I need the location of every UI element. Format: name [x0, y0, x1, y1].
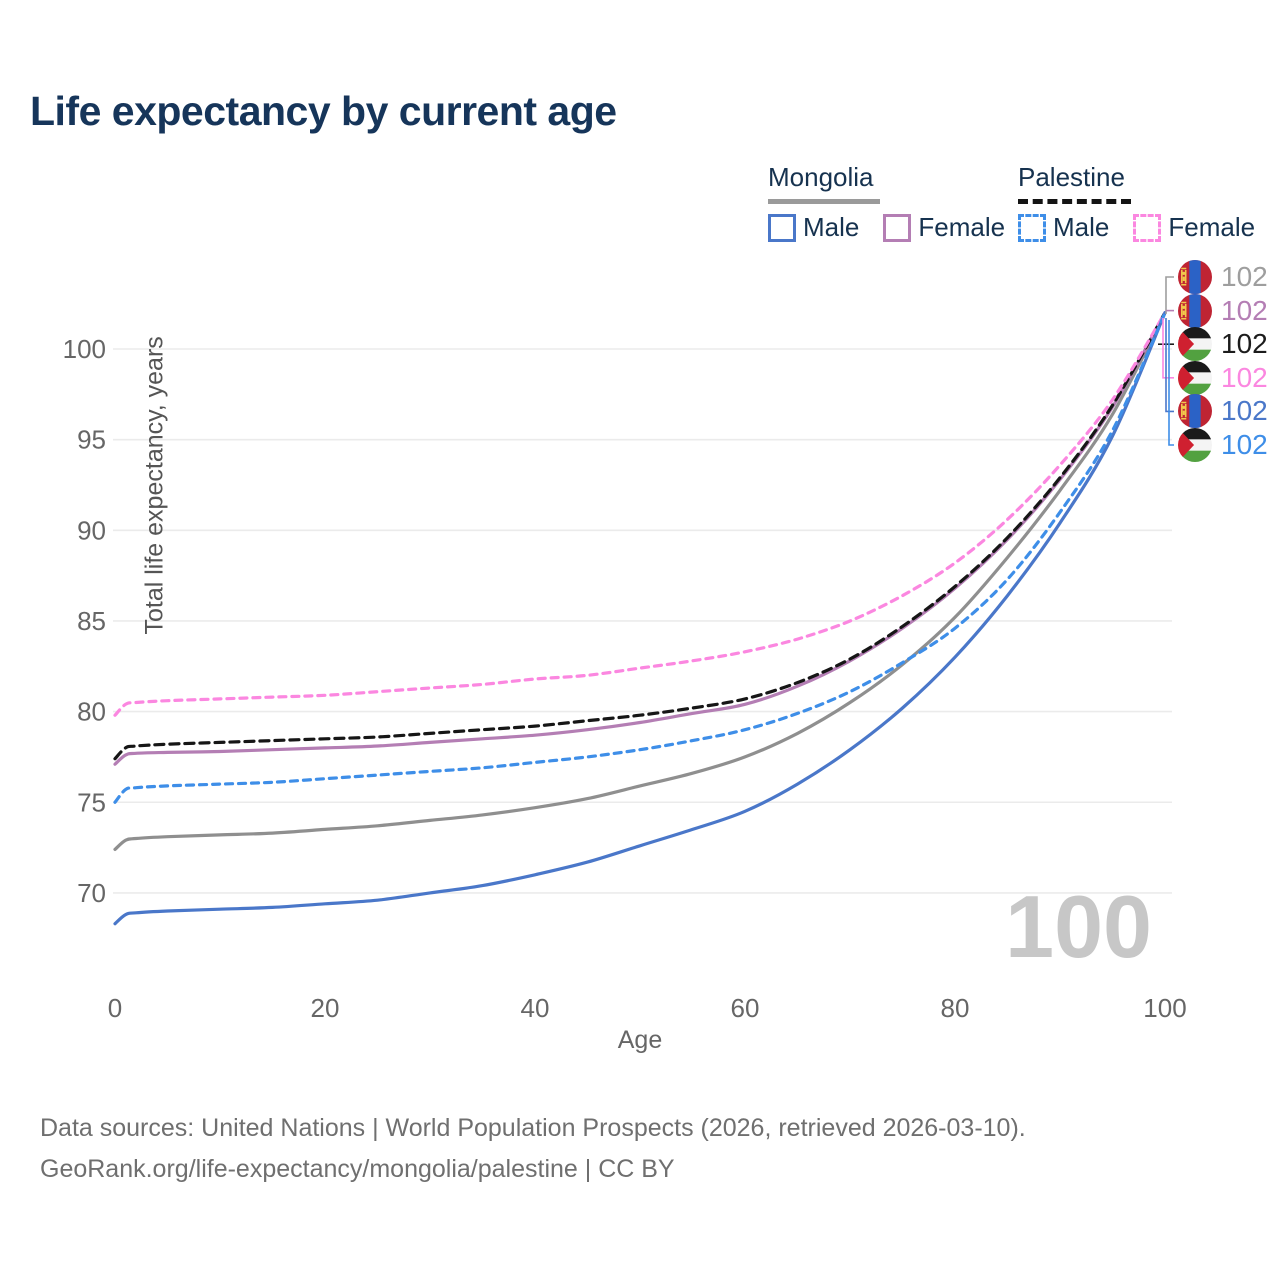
legend-item-mongolia-female[interactable]: Female: [883, 212, 1005, 243]
y-tick-label: 95: [77, 425, 106, 455]
legend-label: Male: [803, 212, 860, 242]
palestine-flag-icon: [1178, 327, 1212, 362]
data-sources-note: Data sources: United Nations | World Pop…: [40, 1114, 1026, 1142]
end-label-palestine: 102: [1178, 326, 1268, 362]
x-tick-label: 80: [941, 993, 970, 1023]
x-tick-label: 60: [731, 993, 760, 1023]
age-watermark: 100: [1005, 877, 1152, 976]
y-tick-label: 85: [77, 606, 106, 636]
mongolia-female-swatch: [883, 213, 912, 242]
series-line-palestine-female: [113, 311, 1167, 717]
legend-group-palestine: Palestine Male Female: [1018, 162, 1255, 243]
legend-item-palestine-male[interactable]: Male: [1018, 212, 1109, 243]
end-label-leader-line: [1162, 318, 1174, 379]
end-value: 102: [1221, 261, 1268, 292]
mongolia-male-swatch: [768, 213, 796, 242]
mongolia-flag-icon: [1178, 260, 1212, 294]
end-label-leader-line: [1165, 276, 1174, 314]
palestine-flag-icon: [1178, 428, 1212, 462]
legend-label: Male: [1053, 212, 1110, 242]
end-label-mongolia: 102: [1178, 259, 1268, 295]
series-line-mongolia: [113, 311, 1167, 851]
x-tick-label: 100: [1143, 993, 1186, 1023]
legend-label: Female: [918, 212, 1006, 242]
end-label-mongolia-male: 102: [1178, 393, 1268, 429]
end-value: 102: [1221, 328, 1268, 360]
page-title: Life expectancy by current age: [30, 88, 617, 134]
legend-label: Female: [1168, 212, 1256, 242]
end-label-palestine-male: 102: [1178, 427, 1268, 463]
end-label-leader-line: [1168, 320, 1174, 446]
series-line-mongolia-female: [113, 311, 1167, 766]
legend-item-mongolia-male[interactable]: Male: [768, 212, 859, 243]
legend-country-mongolia[interactable]: Mongolia: [768, 162, 880, 204]
legend-group-mongolia: Mongolia Male Female: [768, 162, 1005, 243]
legend-item-palestine-female[interactable]: Female: [1133, 212, 1255, 243]
series-line-mongolia-male: [113, 311, 1167, 926]
palestine-flag-icon: [1178, 360, 1212, 395]
series-line-palestine-male: [113, 311, 1167, 804]
x-tick-label: 20: [311, 993, 340, 1023]
end-value: 102: [1221, 429, 1268, 460]
y-tick-label: 80: [77, 697, 106, 727]
y-tick-label: 90: [77, 515, 106, 545]
series-line-palestine: [113, 311, 1167, 761]
y-tick-label: 75: [77, 787, 106, 817]
end-label-mongolia-female: 102: [1178, 293, 1268, 329]
y-tick-label: 100: [63, 334, 106, 364]
end-value: 102: [1221, 361, 1268, 393]
x-tick-label: 40: [521, 993, 550, 1023]
mongolia-flag-icon: [1178, 293, 1212, 328]
palestine-male-swatch: [1018, 213, 1046, 242]
x-axis-title: Age: [617, 1026, 663, 1054]
palestine-female-swatch: [1133, 213, 1162, 242]
mongolia-flag-icon: [1178, 394, 1212, 429]
y-axis-title: Total life expectancy, years: [140, 336, 169, 635]
end-label-palestine-female: 102: [1178, 360, 1268, 396]
attribution-note: GeoRank.org/life-expectancy/mongolia/pal…: [40, 1154, 675, 1183]
x-tick-label: 0: [108, 993, 122, 1023]
footer: Data sources: United Nations | World Pop…: [40, 1108, 1026, 1189]
end-value: 102: [1221, 294, 1268, 326]
end-label-leader-line: [1165, 318, 1174, 413]
legend-country-palestine[interactable]: Palestine: [1018, 162, 1131, 204]
end-value: 102: [1221, 395, 1268, 427]
y-tick-label: 70: [77, 878, 106, 908]
